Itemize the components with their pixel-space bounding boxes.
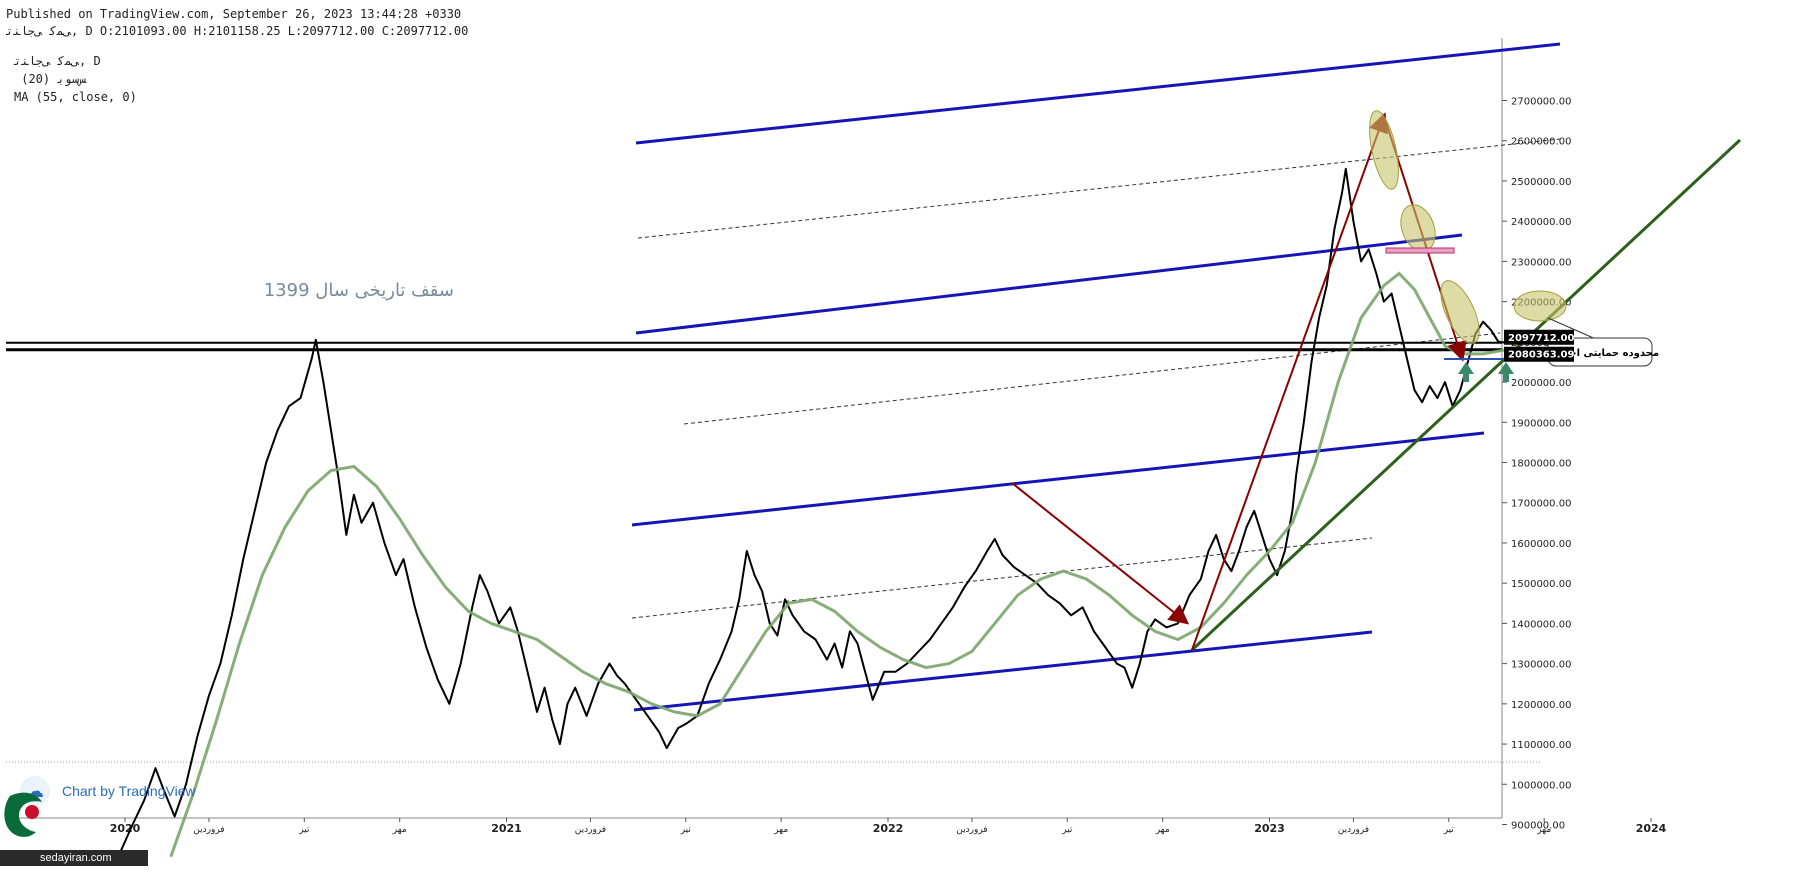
y-tick-label: 1000000.00 — [1511, 780, 1571, 791]
site-badge: sedayiran.com — [0, 850, 148, 866]
legend-ma[interactable]: MA (55, close, 0) — [14, 90, 137, 104]
x-tick-label: فروردین — [193, 825, 224, 835]
resistance-zone — [1385, 247, 1455, 254]
series-layer — [6, 42, 1561, 860]
y-tick-label: 2000000.00 — [1511, 378, 1571, 389]
price-label: 2080363.09 — [1508, 350, 1574, 361]
y-tick-label: 1700000.00 — [1511, 499, 1571, 510]
x-tick-label: تیر — [298, 825, 310, 835]
x-tick-label: 2022 — [873, 822, 904, 835]
y-tick-label: 1300000.00 — [1511, 660, 1571, 671]
y-tick-label: 2600000.00 — [1511, 137, 1571, 148]
site-logo-icon — [4, 792, 42, 837]
price-label-bg — [1504, 329, 1574, 345]
y-tick-label: 1200000.00 — [1511, 700, 1571, 711]
y-tick-label: 1100000.00 — [1511, 740, 1571, 751]
x-tick-label: تیر — [1443, 825, 1455, 835]
channel-line — [635, 233, 1463, 335]
channel-line — [633, 630, 1373, 712]
price-label: 2097712.00 — [1508, 333, 1574, 344]
y-tick-label: 1900000.00 — [1511, 418, 1571, 429]
x-tick-label: 2021 — [491, 822, 522, 835]
overlay-layer: محدوده حمایتی احتمالی سقف تاریخی سال 1399… — [264, 110, 1742, 652]
y-tick-label: 900000.00 — [1511, 821, 1565, 832]
x-tick-label: فروردین — [1338, 825, 1369, 835]
x-tick-label: 2024 — [1636, 822, 1667, 835]
callout-pointer — [1547, 317, 1599, 341]
y-tick-label: 1400000.00 — [1511, 619, 1571, 630]
ma-line — [169, 271, 1507, 858]
x-tick-label: تیر — [680, 825, 692, 835]
historic-ceiling-label: سقف تاریخی سال 1399 — [264, 280, 454, 301]
y-tick-label: 2300000.00 — [1511, 257, 1571, 268]
y-tick-label: 1600000.00 — [1511, 539, 1571, 550]
price-label-bg — [1504, 346, 1574, 362]
channel-midline — [631, 537, 1373, 619]
x-tick-label: فروردین — [956, 825, 987, 835]
x-tick-label: مهر — [773, 825, 788, 835]
ohlc-info: ﯽﻤﮐ ﯽﺟﺎﻨﺗ, D O:2101093.00 H:2101158.25 L… — [6, 24, 469, 38]
legend-volume[interactable]: (20) ﺲﺳﻮﺑ — [14, 72, 87, 86]
x-tick-label: فروردین — [575, 825, 606, 835]
x-tick-label: 2023 — [1254, 822, 1285, 835]
chart-header: Published on TradingView.com, September … — [6, 6, 468, 40]
support-zone-label: محدوده حمایتی احتمالی — [1541, 348, 1659, 359]
x-tick-label: مهر — [1536, 825, 1551, 835]
legend-symbol[interactable]: ﯽﻤﮐ ﯽﺟﺎﻨﺗ, D — [14, 54, 101, 68]
y-tick-label: 1800000.00 — [1511, 459, 1571, 470]
highlight-ellipse — [1513, 290, 1567, 322]
publish-info: Published on TradingView.com, September … — [6, 7, 462, 21]
y-tick-label: 1500000.00 — [1511, 579, 1571, 590]
support-arrow-icon — [1498, 362, 1514, 382]
channel-line — [635, 42, 1561, 145]
axis-layer: 900000.00 1000000.00 1100000.00 1200000.00 1… — [6, 38, 1667, 835]
trend-arrow — [1191, 112, 1388, 651]
highlight-ellipse — [1440, 280, 1480, 344]
channel-line — [631, 431, 1485, 527]
x-tick-label: مهر — [392, 825, 407, 835]
highlight-ellipse — [1369, 110, 1399, 190]
channel-midline — [683, 332, 1501, 425]
y-tick-label: 2500000.00 — [1511, 177, 1571, 188]
chart-legend: ﯽﻤﮐ ﯽﺟﺎﻨﺗ, D (20) ﺲﺳﻮﺑ MA (55, close, 0) — [14, 52, 137, 106]
x-tick-label: 2020 — [110, 822, 141, 835]
x-tick-label: تیر — [1061, 825, 1073, 835]
watermark-text: Chart by TradingView — [62, 783, 196, 799]
y-tick-label: 2700000.00 — [1511, 97, 1571, 108]
channel-midline — [637, 138, 1561, 239]
trend-arrow — [1011, 482, 1190, 625]
y-tick-label: 2400000.00 — [1511, 217, 1571, 228]
uptrend-line — [1190, 138, 1742, 652]
support-arrow-icon — [1458, 362, 1474, 382]
price-line — [116, 167, 1507, 860]
x-tick-label: مهر — [1155, 825, 1170, 835]
